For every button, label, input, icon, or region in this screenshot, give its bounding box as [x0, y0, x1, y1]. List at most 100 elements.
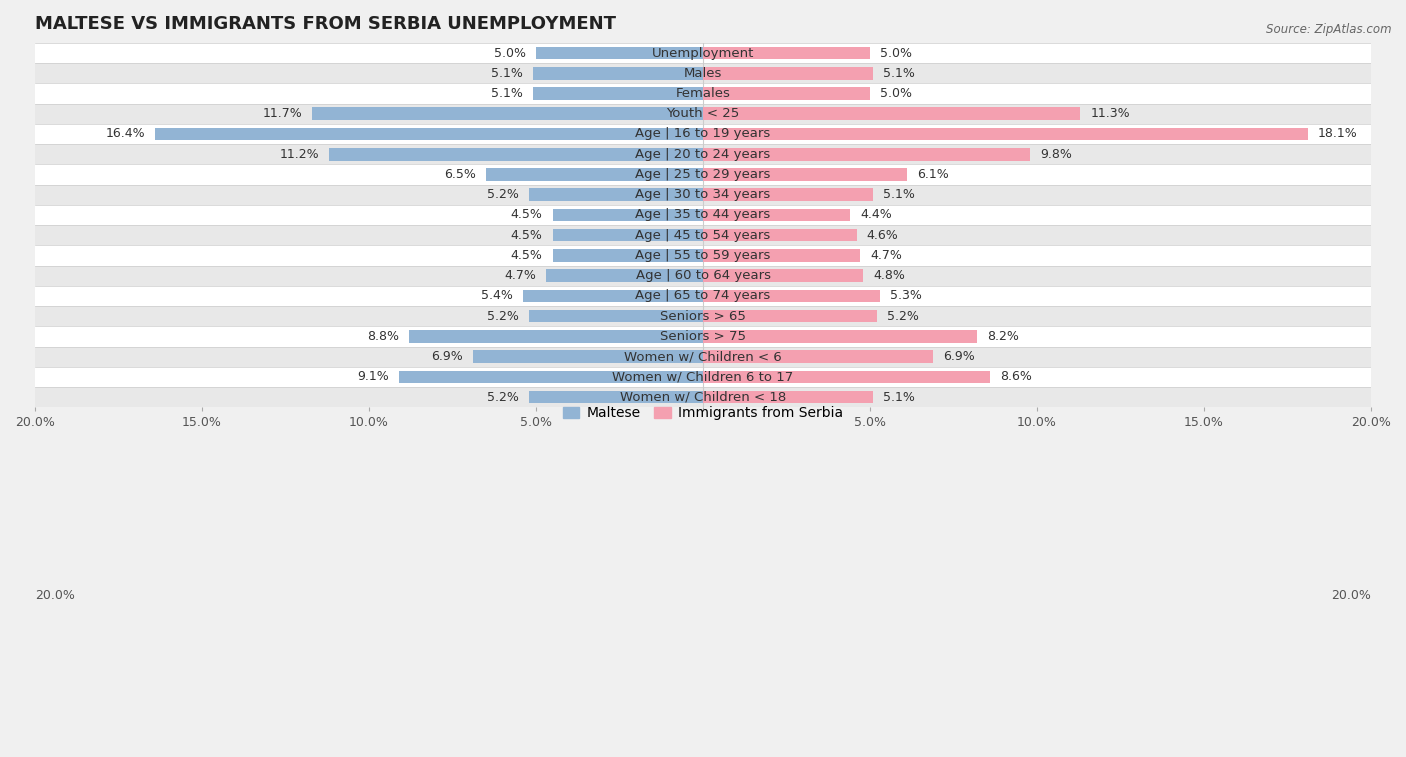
Bar: [703, 47, 870, 59]
Bar: [703, 188, 873, 201]
Text: 16.4%: 16.4%: [105, 127, 145, 141]
Text: Age | 35 to 44 years: Age | 35 to 44 years: [636, 208, 770, 222]
Bar: [703, 269, 863, 282]
Text: 5.1%: 5.1%: [883, 391, 915, 403]
Bar: [35, 43, 1371, 63]
Bar: [703, 310, 877, 322]
Bar: [529, 188, 703, 201]
Text: 4.4%: 4.4%: [860, 208, 891, 222]
Text: 9.1%: 9.1%: [357, 370, 389, 383]
Bar: [35, 185, 1371, 205]
Text: 8.2%: 8.2%: [987, 330, 1019, 343]
Bar: [35, 266, 1371, 286]
Text: 6.9%: 6.9%: [430, 350, 463, 363]
Bar: [35, 83, 1371, 104]
Text: 4.7%: 4.7%: [505, 269, 536, 282]
Text: Age | 45 to 54 years: Age | 45 to 54 years: [636, 229, 770, 241]
Text: 5.1%: 5.1%: [491, 87, 523, 100]
Bar: [35, 205, 1371, 225]
Bar: [35, 245, 1371, 266]
Text: MALTESE VS IMMIGRANTS FROM SERBIA UNEMPLOYMENT: MALTESE VS IMMIGRANTS FROM SERBIA UNEMPL…: [35, 15, 616, 33]
Bar: [703, 209, 851, 221]
Bar: [472, 350, 703, 363]
Text: 5.4%: 5.4%: [481, 289, 513, 303]
Bar: [35, 63, 1371, 83]
Text: Seniors > 65: Seniors > 65: [659, 310, 747, 322]
Bar: [35, 326, 1371, 347]
Text: Age | 16 to 19 years: Age | 16 to 19 years: [636, 127, 770, 141]
Text: 5.0%: 5.0%: [880, 46, 912, 60]
Text: 5.2%: 5.2%: [488, 310, 519, 322]
Bar: [553, 229, 703, 241]
Text: 5.1%: 5.1%: [883, 67, 915, 79]
Text: 8.6%: 8.6%: [1000, 370, 1032, 383]
Bar: [536, 47, 703, 59]
Bar: [703, 391, 873, 403]
Bar: [553, 249, 703, 262]
Text: 20.0%: 20.0%: [35, 590, 75, 603]
Bar: [546, 269, 703, 282]
Bar: [703, 168, 907, 181]
Bar: [35, 144, 1371, 164]
Bar: [529, 391, 703, 403]
Bar: [523, 290, 703, 302]
Text: Age | 55 to 59 years: Age | 55 to 59 years: [636, 249, 770, 262]
Bar: [703, 148, 1031, 160]
Bar: [703, 330, 977, 343]
Bar: [533, 87, 703, 100]
Bar: [329, 148, 703, 160]
Text: Source: ZipAtlas.com: Source: ZipAtlas.com: [1267, 23, 1392, 36]
Bar: [703, 249, 860, 262]
Text: 5.2%: 5.2%: [887, 310, 918, 322]
Bar: [703, 229, 856, 241]
Bar: [35, 164, 1371, 185]
Bar: [703, 67, 873, 79]
Bar: [35, 286, 1371, 306]
Text: Females: Females: [675, 87, 731, 100]
Text: 6.5%: 6.5%: [444, 168, 475, 181]
Bar: [703, 290, 880, 302]
Bar: [312, 107, 703, 120]
Text: Males: Males: [683, 67, 723, 79]
Bar: [35, 367, 1371, 387]
Bar: [35, 104, 1371, 124]
Text: 11.2%: 11.2%: [280, 148, 319, 160]
Text: Age | 25 to 29 years: Age | 25 to 29 years: [636, 168, 770, 181]
Text: 9.8%: 9.8%: [1040, 148, 1073, 160]
Bar: [486, 168, 703, 181]
Text: 5.2%: 5.2%: [488, 188, 519, 201]
Bar: [409, 330, 703, 343]
Text: 4.8%: 4.8%: [873, 269, 905, 282]
Text: 5.1%: 5.1%: [491, 67, 523, 79]
Text: 11.3%: 11.3%: [1091, 107, 1130, 120]
Text: Age | 20 to 24 years: Age | 20 to 24 years: [636, 148, 770, 160]
Bar: [533, 67, 703, 79]
Bar: [553, 209, 703, 221]
Bar: [703, 371, 990, 383]
Text: 5.0%: 5.0%: [880, 87, 912, 100]
Bar: [35, 387, 1371, 407]
Bar: [35, 306, 1371, 326]
Text: 6.1%: 6.1%: [917, 168, 949, 181]
Text: 4.6%: 4.6%: [866, 229, 898, 241]
Text: Women w/ Children < 18: Women w/ Children < 18: [620, 391, 786, 403]
Bar: [35, 347, 1371, 367]
Text: 6.9%: 6.9%: [943, 350, 976, 363]
Legend: Maltese, Immigrants from Serbia: Maltese, Immigrants from Serbia: [557, 400, 849, 426]
Bar: [703, 107, 1080, 120]
Text: Age | 65 to 74 years: Age | 65 to 74 years: [636, 289, 770, 303]
Text: Unemployment: Unemployment: [652, 46, 754, 60]
Bar: [703, 87, 870, 100]
Bar: [35, 124, 1371, 144]
Text: Age | 30 to 34 years: Age | 30 to 34 years: [636, 188, 770, 201]
Text: 20.0%: 20.0%: [1331, 590, 1371, 603]
Text: 8.8%: 8.8%: [367, 330, 399, 343]
Bar: [703, 128, 1308, 140]
Bar: [399, 371, 703, 383]
Text: 4.5%: 4.5%: [510, 249, 543, 262]
Text: 11.7%: 11.7%: [263, 107, 302, 120]
Text: 4.5%: 4.5%: [510, 208, 543, 222]
Bar: [703, 350, 934, 363]
Text: 5.1%: 5.1%: [883, 188, 915, 201]
Bar: [529, 310, 703, 322]
